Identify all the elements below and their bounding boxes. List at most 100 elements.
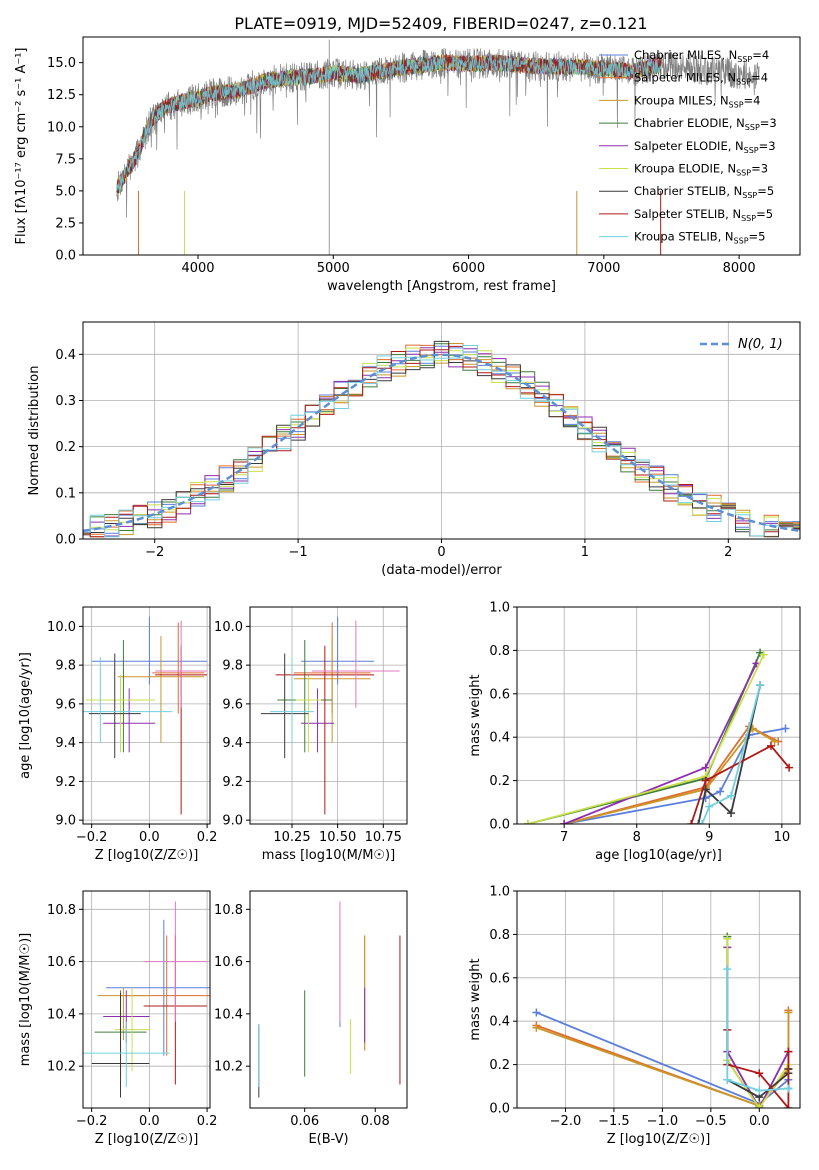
histogram-step [83,347,800,537]
y-tick-label: 10.4 [214,1007,243,1022]
weight-series-line [690,744,790,824]
weight-series-line [527,654,765,824]
legend-entry: Chabrier ELODIE, NSSP=3 [634,116,777,132]
x-tick-label: 9 [705,830,713,845]
y-tick-label: 9.4 [55,736,76,751]
x-tick-label: 6000 [452,261,485,276]
x-tick-label: 0 [437,545,445,560]
weight-point-marker [723,934,732,943]
y-tick-label: 0.0 [489,1102,510,1117]
y-tick-label: 10.0 [47,620,76,635]
x-axis-label: wavelength [Angstrom, rest frame] [327,279,556,294]
y-tick-label: 0.0 [55,249,76,264]
panel-mass-vs-EBV: 0.06 0.08 10.2 10.4 10.6 10.8 E(B-V) [214,890,408,1147]
figure-title: PLATE=0919, MJD=52409, FIBERID=0247, z=0… [234,14,647,33]
plot-area [260,616,400,815]
legend-entry: Salpeter MILES, NSSP=4 [634,71,768,87]
weight-point-marker [784,1047,793,1056]
y-tick-label: 0.0 [55,533,76,548]
y-tick-label: 0.4 [55,348,76,363]
weight-series-line [564,727,786,824]
x-tick-label: −2 [145,545,164,560]
y-tick-label: 0.6 [489,971,510,986]
y-tick-label: 10.8 [47,903,76,918]
y-tick-label: 0.2 [55,440,76,455]
residuals-legend: N(0, 1) [700,337,783,352]
weight-point-marker [705,802,714,811]
panel-mass-vs-Z: −0.2 0.0 0.2 10.2 10.4 10.6 10.8 Z [log10(Z/Z☉)… [18,890,218,1147]
weight-point-marker [727,809,736,818]
x-tick-label: 0.2 [197,1114,218,1129]
x-tick-label: −2.0 [550,1114,582,1129]
histogram-step [83,345,800,538]
y-tick-label: 0.6 [489,687,510,702]
legend-entry: Salpeter STELIB, NSSP=5 [634,207,773,223]
axes-frame [249,890,408,1109]
histogram-step [83,345,800,538]
weight-point-marker [701,776,710,785]
y-tick-label: 0.8 [489,928,510,943]
panel-residuals: −2 −1 0 1 2 0.0 0.1 0.2 0.3 0.4 (data-model)/error… [27,321,801,578]
panel-weight-vs-age: 7 8 9 10 0.0 0.2 0.4 0.6 0.8 1.0 age [log10(age/yr… [468,601,801,863]
spectrum-model-line [116,53,662,194]
weight-point-marker [784,1104,793,1108]
weight-series-line [701,684,761,824]
x-tick-label: 1 [581,545,589,560]
axes-frame [249,606,408,825]
weight-point-marker [523,820,532,824]
y-tick-label: 10.2 [214,1060,243,1075]
y-tick-label: 9.4 [222,736,243,751]
x-tick-label: 10 [774,830,791,845]
x-tick-label: 4000 [181,261,214,276]
plot-area [258,901,401,1098]
panel-age-vs-mass: 10.25 10.50 10.75 9.0 9.2 9.4 9.6 9.8 10.0 mass [… [214,606,408,863]
y-tick-label: 10.6 [214,955,243,970]
x-tick-label: 10.75 [365,830,402,845]
y-tick-label: 9.8 [55,659,76,674]
y-tick-label: 15.0 [47,56,76,71]
weight-point-marker [784,1084,793,1093]
y-axis-label: Normed distribution [27,366,42,496]
x-tick-label: −0.2 [76,830,108,845]
plot-area [83,340,800,538]
y-tick-label: 9.2 [222,775,243,790]
panel-spectrum: 4000 5000 6000 7000 8000 0.0 2.5 5.0 7.5 10.0 12.5… [14,36,801,294]
y-tick-label: 0.1 [55,486,76,501]
x-axis-label: age [log10(age/yr)] [595,848,722,863]
y-axis-label: mass weight [468,958,483,1040]
weight-point-marker [723,1075,732,1084]
weight-point-marker [532,1008,541,1017]
x-tick-label: 0.0 [139,1114,160,1129]
axes-frame [516,890,801,1109]
histogram-step [83,344,800,537]
weight-point-marker [716,787,725,796]
weight-point-marker [756,681,765,690]
weight-point-marker [755,1069,764,1078]
histogram-step [83,343,800,538]
x-tick-label: 8 [633,830,641,845]
y-tick-label: 9.0 [222,814,243,829]
weight-point-marker [759,650,768,659]
y-tick-label: 0.4 [489,731,510,746]
x-tick-label: 7 [560,830,568,845]
plot-area [523,648,794,824]
x-tick-label: 0.06 [290,1114,319,1129]
plot-area [116,39,760,255]
legend-entry: Kroupa STELIB, NSSP=5 [634,230,765,246]
axes-frame [82,606,211,825]
y-tick-label: 1.0 [489,885,510,900]
y-tick-label: 9.2 [55,775,76,790]
spectrum-model-line [116,54,662,192]
y-tick-label: 9.6 [222,697,243,712]
weight-point-marker [784,1008,793,1017]
x-axis-label: E(B-V) [308,1132,348,1147]
y-tick-label: 2.5 [55,216,76,231]
y-tick-label: 9.6 [55,697,76,712]
y-tick-label: 10.2 [47,1060,76,1075]
y-tick-label: 1.0 [489,601,510,616]
weight-point-marker [785,763,794,772]
x-tick-label: 8000 [723,261,756,276]
legend-entry: Chabrier MILES, NSSP=4 [634,48,769,64]
y-tick-label: 10.4 [47,1007,76,1022]
